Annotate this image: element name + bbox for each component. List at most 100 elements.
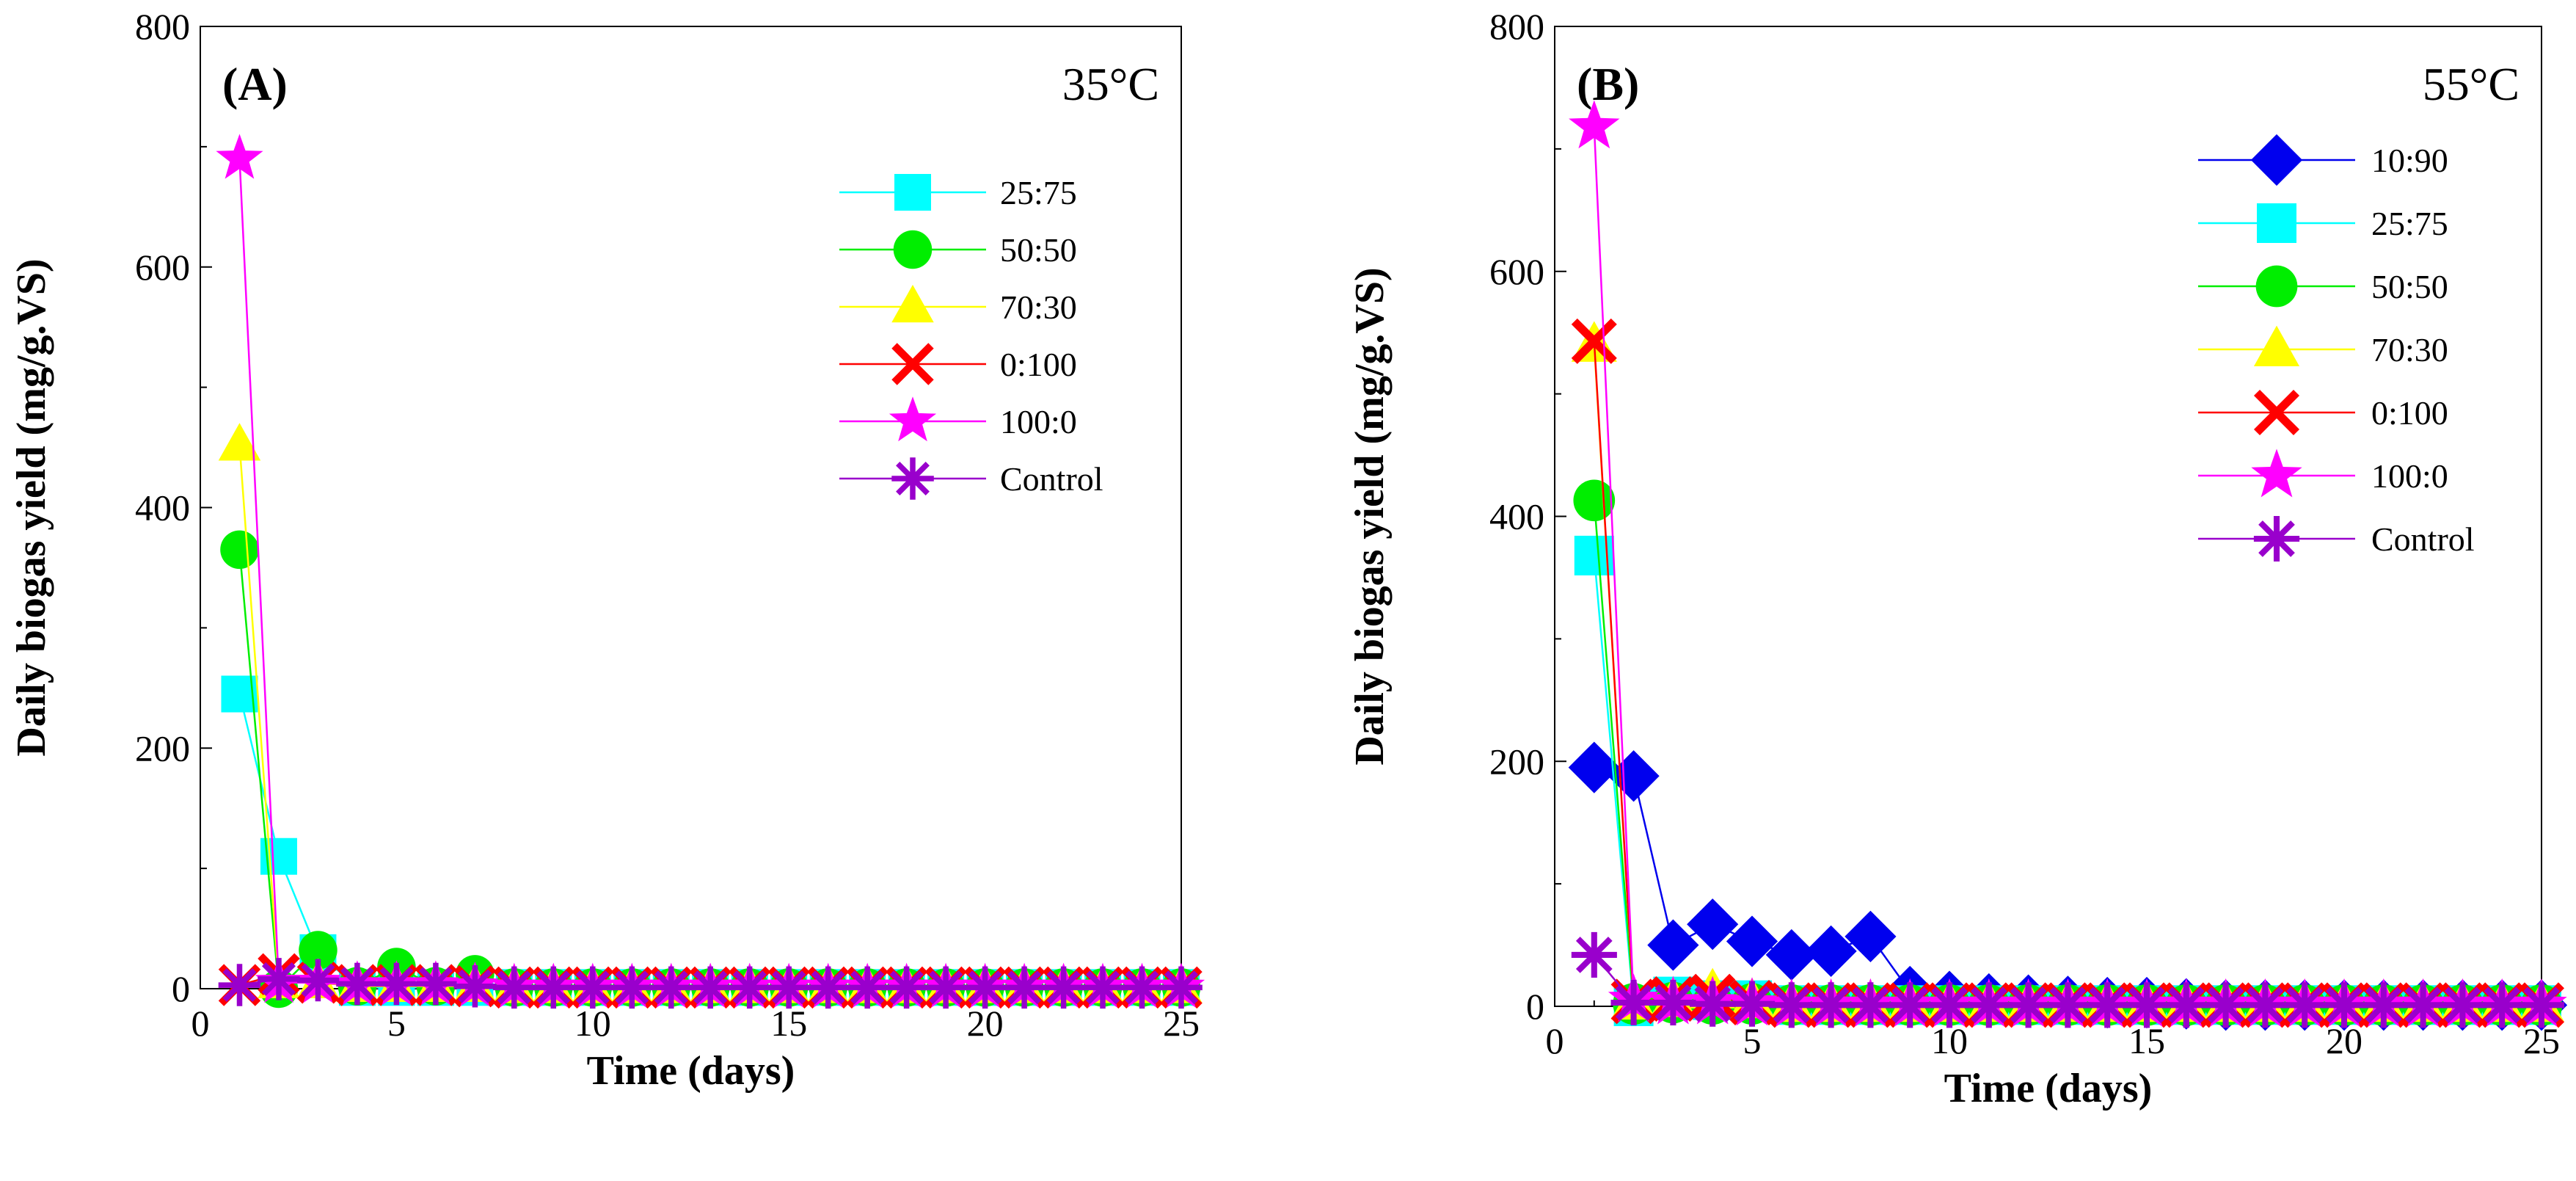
- data-point: [1650, 979, 1696, 1025]
- data-point: [216, 134, 263, 179]
- data-point: [532, 966, 575, 1009]
- data-point: [2163, 982, 2209, 1028]
- legend-label: Control: [1000, 460, 1103, 498]
- data-point: [650, 966, 693, 1009]
- series-25-75: [1574, 535, 2561, 1026]
- data-point: [1160, 966, 1203, 1009]
- chart-panel-1: 0 200 400 600 800 0 5 10 15 20 25 Time (days) Daily …: [9, 6, 1205, 1094]
- series-70-30: [218, 423, 1203, 1003]
- data-point: [1571, 931, 1617, 978]
- legend: 25:75 50:50 70:30 0:100 100:0 Control: [839, 174, 1103, 500]
- legend-item: 100:0: [2198, 448, 2448, 498]
- data-point: [336, 962, 379, 1006]
- data-point: [218, 964, 261, 1006]
- data-point: [218, 423, 261, 461]
- x-axis-title: Time (days): [587, 1048, 795, 1094]
- data-point: [299, 931, 337, 970]
- legend-marker: [2253, 516, 2300, 562]
- data-point: [2084, 982, 2131, 1028]
- chart-title: 55°C: [2423, 58, 2520, 110]
- data-point: [415, 962, 457, 1006]
- legend-label: 50:50: [1000, 231, 1077, 269]
- data-point: [1569, 100, 1620, 149]
- x-axis-title: Time (days): [1944, 1066, 2153, 1111]
- data-point: [806, 966, 850, 1009]
- data-point: [1042, 966, 1085, 1009]
- data-point: [963, 966, 1007, 1009]
- series-line: [1593, 500, 2542, 1006]
- data-point: [2400, 982, 2446, 1028]
- data-point: [1805, 925, 1857, 978]
- x-tick-label: 10: [574, 1003, 611, 1044]
- legend-marker: [2250, 134, 2303, 186]
- data-point: [1966, 982, 2012, 1028]
- series-25-75: [221, 675, 1200, 1006]
- y-tick-label: 600: [1489, 251, 1544, 292]
- y-tick-label: 400: [1489, 496, 1544, 537]
- legend-marker: [891, 343, 934, 385]
- data-point: [1647, 919, 1699, 971]
- legend-label: 50:50: [2371, 268, 2448, 305]
- legend: 10:90 25:75 50:50 70:30 0:100 100:0 Control: [2198, 134, 2475, 562]
- data-point: [1687, 898, 1739, 951]
- chart-title: 35°C: [1062, 58, 1159, 110]
- x-tick-label: 5: [387, 1003, 406, 1044]
- legend-item: 70:30: [839, 285, 1077, 326]
- y-tick-label: 600: [135, 247, 190, 288]
- data-point: [2440, 982, 2486, 1028]
- y-tick-label: 200: [1489, 741, 1544, 782]
- y-tick-label: 800: [1489, 6, 1544, 47]
- series-control: [1571, 931, 2565, 1028]
- data-point: [2242, 982, 2288, 1028]
- y-tick-label: 400: [135, 487, 190, 528]
- legend-label: 25:75: [2371, 205, 2448, 242]
- legend-item: 10:90: [2198, 134, 2448, 186]
- data-point: [1887, 982, 1933, 1028]
- data-point: [375, 962, 418, 1006]
- data-point: [453, 965, 497, 1008]
- series-line: [1593, 126, 2542, 1006]
- legend-item: 50:50: [2198, 265, 2448, 308]
- series-line: [238, 694, 1181, 989]
- data-point: [2321, 982, 2368, 1028]
- legend-label: 0:100: [1000, 346, 1077, 383]
- y-axis-title: Daily biogas yield (mg/g.VS): [1347, 267, 1393, 765]
- y-tick-label: 800: [135, 6, 190, 47]
- data-point: [610, 966, 653, 1009]
- series-line: [238, 159, 1181, 989]
- data-point: [846, 966, 889, 1009]
- data-point: [2360, 982, 2407, 1028]
- legend-marker: [2253, 325, 2300, 366]
- legend-label: 10:90: [2371, 142, 2448, 179]
- y-tick-label: 0: [172, 968, 190, 1009]
- data-point: [1808, 982, 1854, 1028]
- series-control: [218, 958, 1203, 1009]
- series-line: [238, 445, 1181, 989]
- data-point: [729, 966, 771, 1009]
- panel-label: (B): [1577, 58, 1639, 110]
- data-point: [1120, 966, 1164, 1009]
- legend-label: 70:30: [1000, 288, 1077, 326]
- x-tick-label: 20: [967, 1003, 1004, 1044]
- data-point: [2518, 982, 2565, 1028]
- legend-label: 100:0: [2371, 457, 2448, 495]
- y-tick-label: 0: [1526, 986, 1544, 1027]
- series-line: [1593, 344, 2542, 1006]
- data-point: [1765, 929, 1817, 981]
- data-point: [2045, 982, 2091, 1028]
- legend-marker: [891, 457, 934, 500]
- y-axis-title: Daily biogas yield (mg/g.VS): [9, 258, 54, 756]
- legend-marker: [2255, 265, 2298, 308]
- legend-label: Control: [2371, 520, 2475, 558]
- data-point: [572, 966, 614, 1009]
- legend-label: 70:30: [2371, 331, 2448, 368]
- data-point: [1690, 981, 1736, 1027]
- data-point: [689, 966, 731, 1009]
- legend-item: Control: [839, 457, 1103, 500]
- panel-label: (A): [222, 58, 288, 110]
- legend-marker: [889, 396, 937, 442]
- legend-label: 0:100: [2371, 394, 2448, 432]
- data-point: [2479, 982, 2525, 1028]
- legend-marker: [891, 285, 934, 323]
